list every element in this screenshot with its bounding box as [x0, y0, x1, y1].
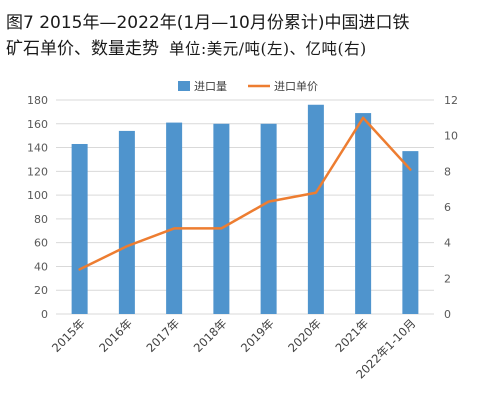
chart-area: 0 20 40 60 80 100 120 140 160 180 0 2 4 6 8 10 12 2015年 20… [6, 72, 492, 398]
y-left-tick-label: 80 [34, 213, 48, 226]
y-right-tick-label: 10 [444, 130, 458, 143]
y-left-tick-label: 160 [27, 118, 48, 131]
x-tick-label: 2018年 [191, 316, 230, 355]
bar [118, 130, 135, 314]
y-left-tick-label: 140 [27, 142, 48, 155]
y-right-tick-label: 0 [444, 308, 451, 321]
bar [307, 104, 324, 314]
x-tick-label: 2015年 [49, 316, 88, 355]
y-right-tick-label: 2 [444, 272, 451, 285]
y-right-tick-label: 8 [444, 165, 451, 178]
y-right-tick-label: 12 [444, 94, 458, 107]
bar [355, 113, 372, 314]
unit-note: 单位:美元/吨(左)、亿吨(右) [169, 40, 367, 58]
legend-label-bar: 进口量 [194, 80, 227, 93]
bar [260, 123, 277, 315]
bar [166, 122, 183, 314]
y-right-tick-label: 6 [444, 201, 451, 214]
x-tick-label: 2017年 [144, 316, 183, 355]
bar [402, 151, 419, 314]
x-tick-label: 2016年 [96, 316, 135, 355]
x-tick-label: 2020年 [285, 316, 324, 355]
bar [213, 123, 230, 315]
legend-label-line: 进口单价 [274, 80, 318, 93]
x-tick-label: 2019年 [238, 316, 277, 355]
title-line-2: 矿石单价、数量走势 单位:美元/吨(左)、亿吨(右) [6, 36, 496, 62]
legend-swatch-bar [178, 81, 190, 91]
title-line-2-text: 矿石单价、数量走势 [6, 39, 159, 59]
y-left-tick-label: 20 [34, 284, 48, 297]
bar [71, 143, 88, 314]
price-line [78, 116, 412, 271]
x-tick-label: 2021年 [333, 316, 372, 355]
y-left-tick-label: 180 [27, 94, 48, 107]
y-left-tick-label: 100 [27, 189, 48, 202]
y-right-tick-label: 4 [444, 237, 451, 250]
y-left-tick-label: 120 [27, 165, 48, 178]
y-left-tick-label: 0 [41, 308, 48, 321]
chart-title: 图7 2015年—2022年(1月—10月份累计)中国进口铁 矿石单价、数量走势… [6, 10, 496, 62]
title-line-1: 图7 2015年—2022年(1月—10月份累计)中国进口铁 [6, 13, 410, 33]
y-left-tick-label: 40 [34, 260, 48, 273]
y-left-tick-label: 60 [34, 237, 48, 250]
